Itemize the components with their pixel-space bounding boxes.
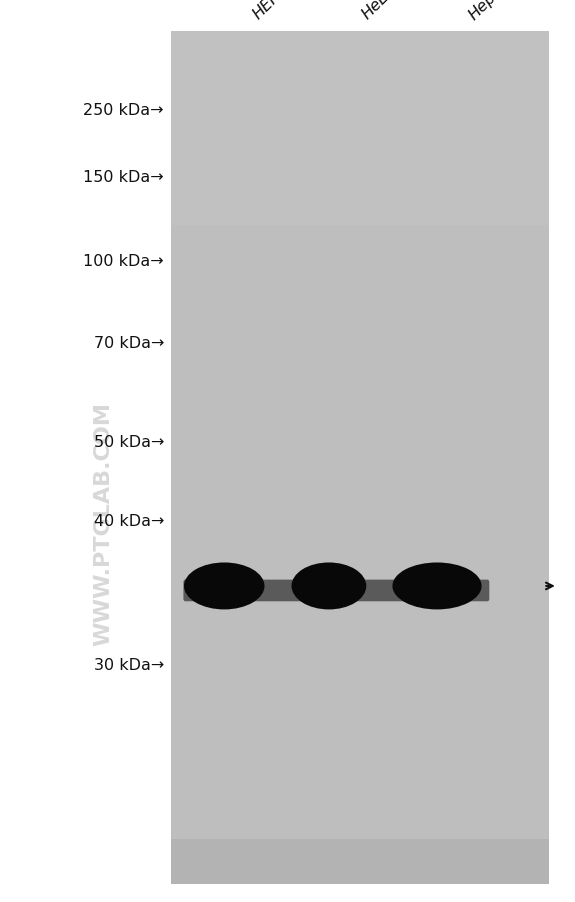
Text: 70 kDa→: 70 kDa→ <box>94 336 164 350</box>
Text: 50 kDa→: 50 kDa→ <box>94 435 164 449</box>
Ellipse shape <box>392 563 482 610</box>
FancyBboxPatch shape <box>183 580 489 602</box>
Ellipse shape <box>292 563 366 610</box>
Bar <box>171 32 549 226</box>
Text: HepG2: HepG2 <box>466 0 515 23</box>
Text: WWW.PTGLAB.COM: WWW.PTGLAB.COM <box>94 401 113 645</box>
Text: HeLa: HeLa <box>359 0 398 23</box>
Text: 40 kDa→: 40 kDa→ <box>94 514 164 529</box>
Text: 150 kDa→: 150 kDa→ <box>83 170 164 185</box>
Text: HEK-293: HEK-293 <box>250 0 308 23</box>
Ellipse shape <box>184 563 264 610</box>
Bar <box>171 32 549 884</box>
Text: 250 kDa→: 250 kDa→ <box>83 103 164 117</box>
Bar <box>171 839 549 884</box>
Text: 100 kDa→: 100 kDa→ <box>83 254 164 269</box>
Text: 30 kDa→: 30 kDa→ <box>94 658 164 672</box>
